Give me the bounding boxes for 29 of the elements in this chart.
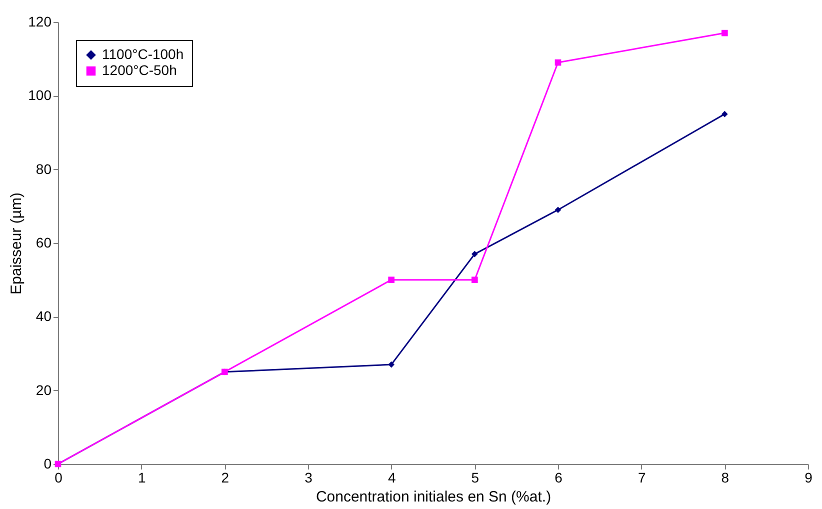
point xyxy=(388,276,394,283)
x-tick-label: 6 xyxy=(554,470,563,486)
point xyxy=(722,30,728,36)
point xyxy=(472,250,478,258)
x-tick-label: 8 xyxy=(721,470,730,486)
legend-label: 1100°C-100h xyxy=(102,46,184,62)
y-tick-label: 40 xyxy=(36,308,52,324)
point xyxy=(388,361,394,368)
y-tick-label: 20 xyxy=(36,382,52,398)
y-tick-label: 80 xyxy=(36,160,52,177)
point xyxy=(554,206,562,214)
x-tick-label: 2 xyxy=(221,470,230,486)
point xyxy=(722,110,728,118)
y-tick-label: 120 xyxy=(28,14,52,30)
x-tick-label: 0 xyxy=(54,470,63,486)
legend-label: 1200°C-50h xyxy=(102,62,177,78)
x-tick-label: 4 xyxy=(388,470,396,486)
x-tick-label: 5 xyxy=(471,470,480,486)
x-tick-label: 3 xyxy=(304,470,313,486)
x-tick-label: 7 xyxy=(638,470,646,486)
point xyxy=(554,59,562,66)
x-tick-label: 1 xyxy=(138,470,146,486)
x-axis-title: Concentration initiales en Sn (%at.) xyxy=(316,488,552,506)
y-tick-label: 60 xyxy=(36,234,52,250)
y-tick-label: 100 xyxy=(28,87,52,104)
y-axis-title: Epaisseur (µm) xyxy=(8,192,26,294)
point xyxy=(472,276,478,283)
x-tick-label: 9 xyxy=(804,470,813,486)
y-tick-label: 0 xyxy=(44,456,52,472)
